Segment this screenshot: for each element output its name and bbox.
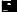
Text: $F_{v\alpha}(s)$: $F_{v\alpha}(s)$ [11,0,17,12]
Text: $F_{v\alpha}(s)$: $F_{v\alpha}(s)$ [11,0,17,7]
Text: $F_{qv\alpha 1}(s)$: $F_{qv\alpha 1}(s)$ [11,0,17,11]
Text: $F_{qv\alpha 1}(s)$: $F_{qv\alpha 1}(s)$ [11,0,17,12]
Text: $F_{qv\alpha}(s)$: $F_{qv\alpha}(s)$ [8,0,17,12]
Text: $F_{qv\alpha}(s)$: $F_{qv\alpha}(s)$ [10,0,17,12]
